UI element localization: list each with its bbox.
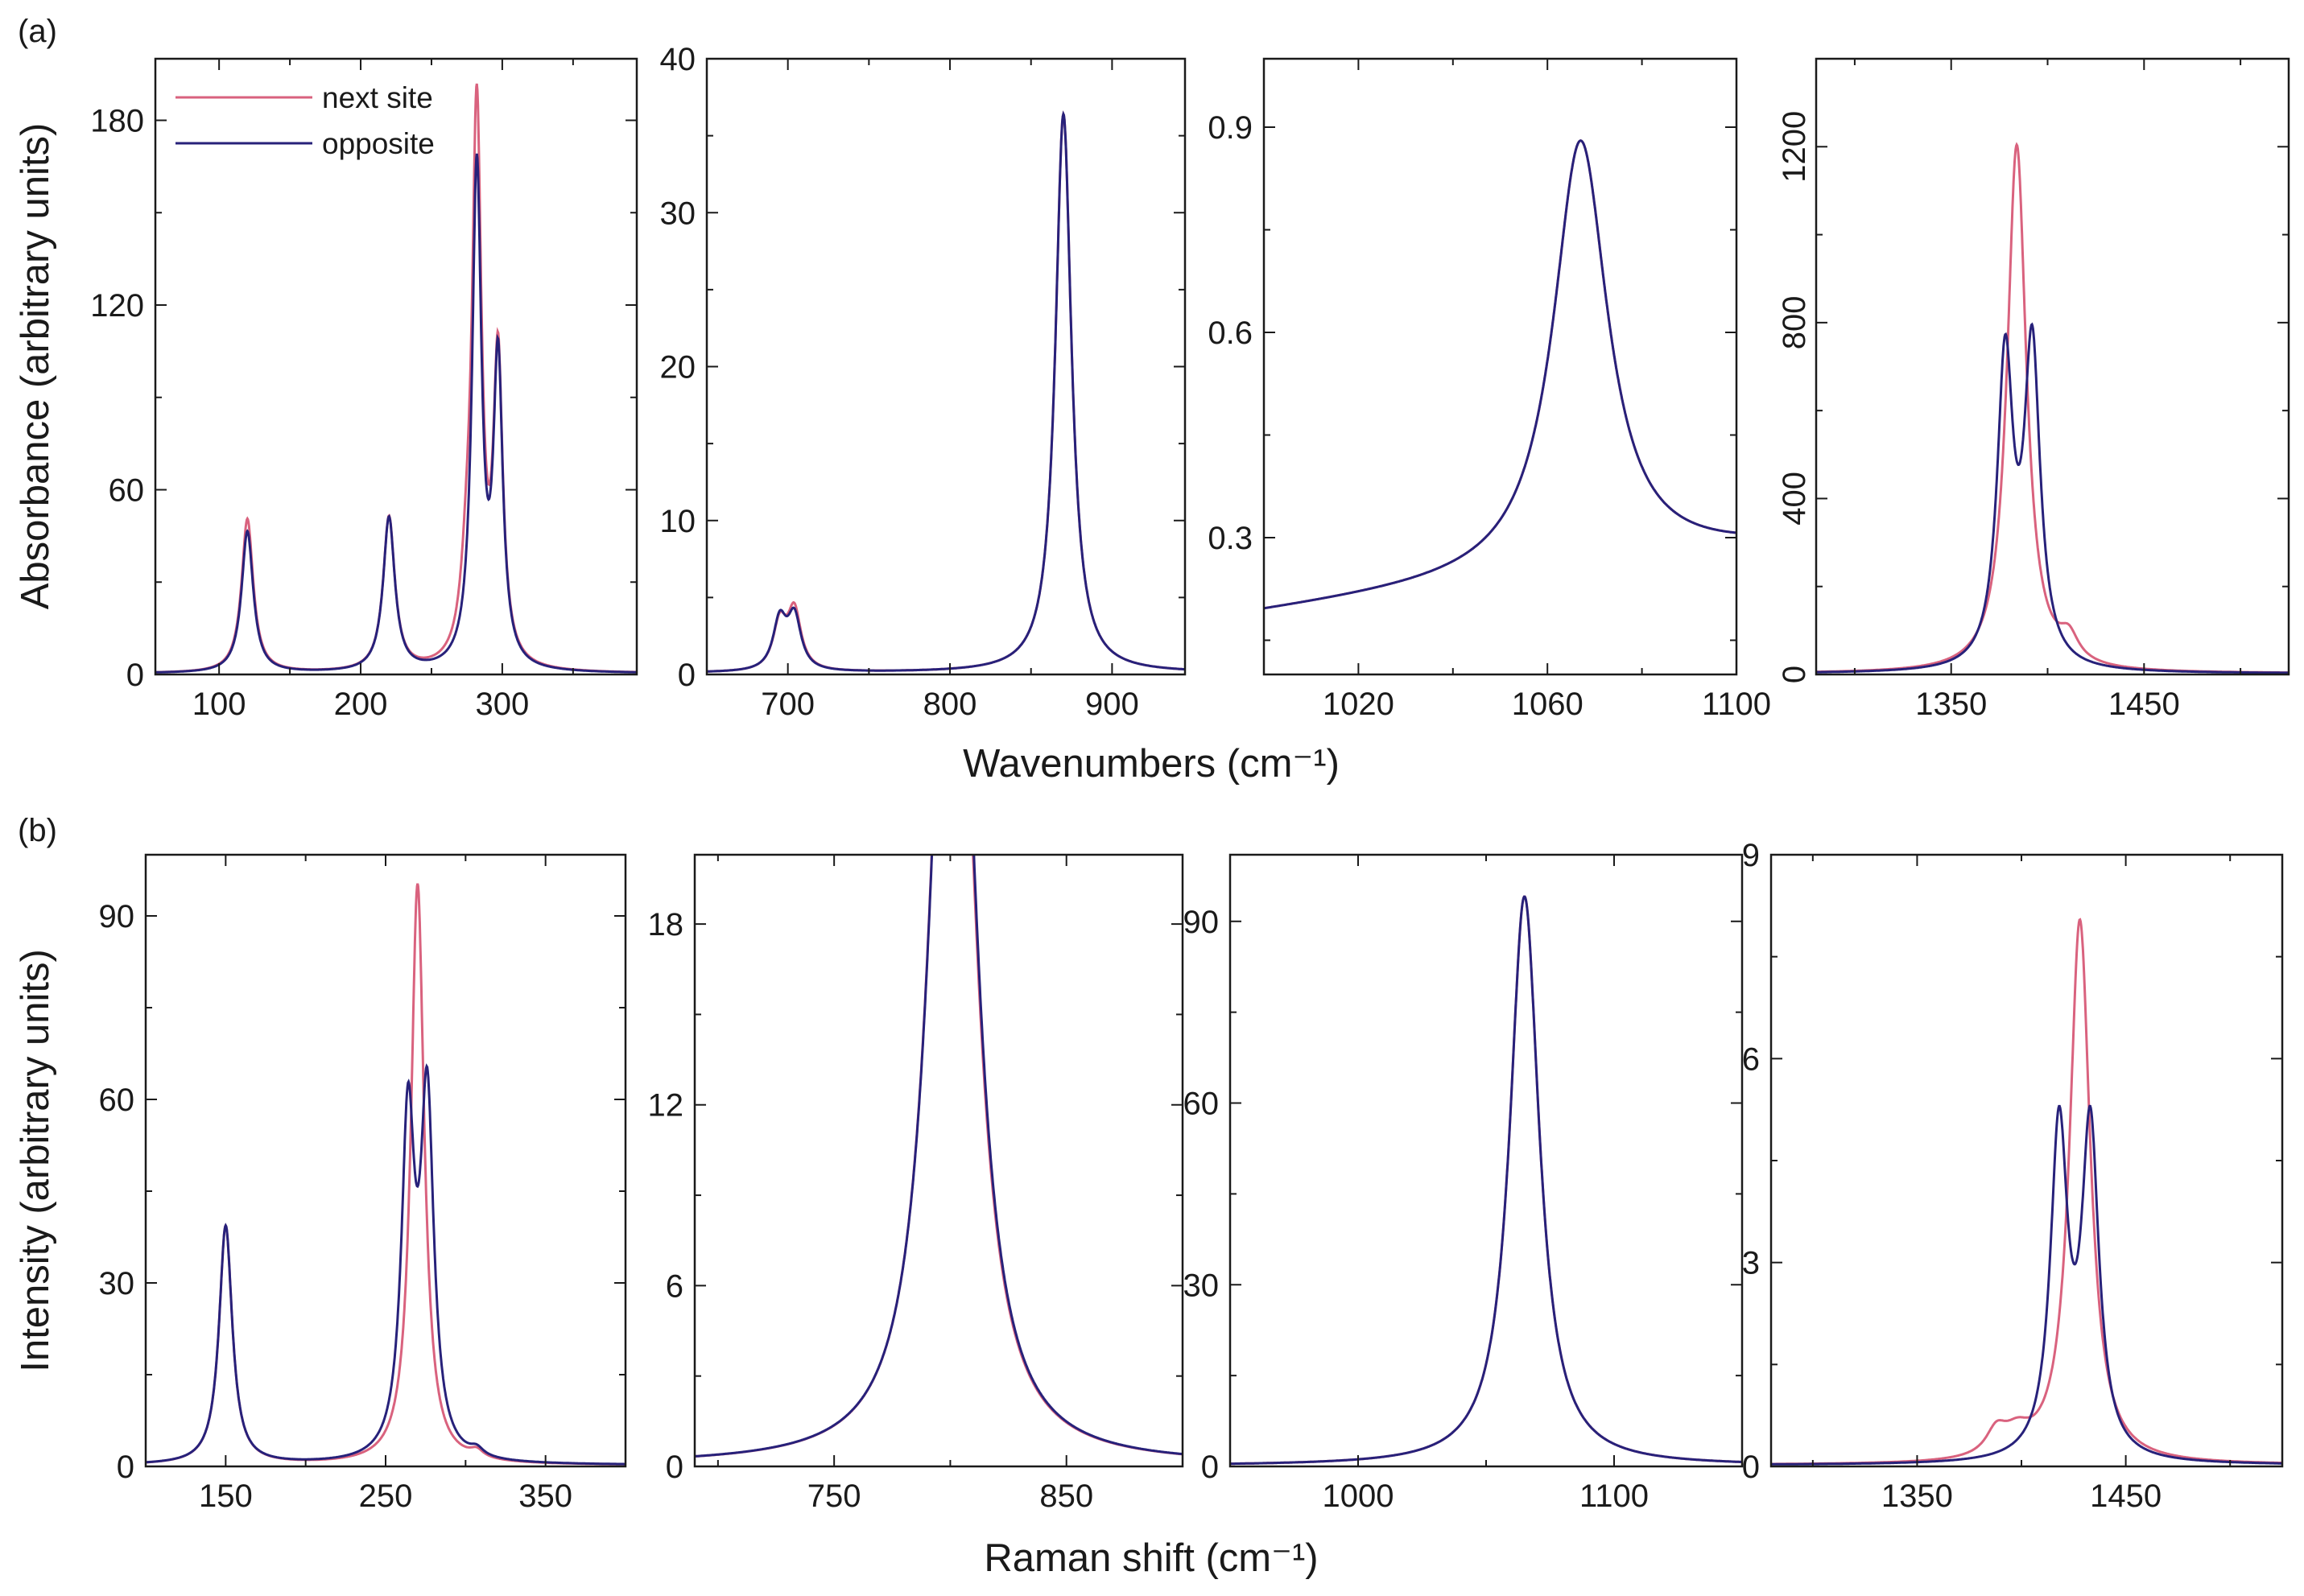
series-line-next-site-a2 <box>707 110 1185 673</box>
series-line-opposite-a2 <box>707 110 1185 673</box>
y-tick-label-b2: 12 <box>648 1088 684 1124</box>
series-line-opposite-b1 <box>146 1063 626 1466</box>
legend: next site opposite <box>175 81 435 160</box>
y-tick-label-b1: 30 <box>99 1266 135 1301</box>
x-tick-label-a2: 800 <box>923 687 977 722</box>
panel-label-b: (b) <box>18 813 57 848</box>
x-tick-label-a2: 700 <box>761 687 815 722</box>
y-tick-label-a2: 20 <box>660 350 696 386</box>
y-tick-label-a3: 0.3 <box>1208 521 1253 556</box>
axes-frame-b2 <box>693 853 1184 1468</box>
x-tick-label-a3: 1100 <box>1702 687 1771 722</box>
x-tick-label-a4: 1350 <box>1915 687 1987 722</box>
x-tick-label-b1: 350 <box>518 1478 572 1514</box>
y-tick-label-b3: 0 <box>1201 1450 1219 1485</box>
y-tick-label-b2: 18 <box>648 907 684 942</box>
series-line-opposite-a4 <box>1816 322 2289 674</box>
x-tick-label-a1: 300 <box>476 687 530 722</box>
panel-label-a: (a) <box>18 14 57 49</box>
y-tick-label-b3: 60 <box>1183 1087 1220 1122</box>
series-line-opposite-a1 <box>155 153 637 674</box>
panel-b3: 1000 1100 0 30 60 90 <box>1183 853 1744 1514</box>
x-tick-label-b3: 1100 <box>1579 1478 1649 1514</box>
row-a-xlabel: Wavenumbers (cm⁻¹) <box>963 742 1340 786</box>
series-line-next-site-b1 <box>146 883 626 1466</box>
x-tick-label-a4: 1450 <box>2108 687 2180 722</box>
x-tick-label-a1: 200 <box>334 687 388 722</box>
axes-frame-b4 <box>1769 853 2284 1468</box>
x-tick-label-b1: 250 <box>359 1478 413 1514</box>
x-tick-label-a3: 1020 <box>1323 687 1394 722</box>
axes-frame-b3 <box>1228 853 1744 1468</box>
x-tick-label-a2: 900 <box>1085 687 1139 722</box>
y-tick-label-b1: 60 <box>99 1083 135 1118</box>
y-tick-label-b3: 30 <box>1183 1268 1220 1303</box>
y-tick-label-a4: 400 <box>1777 472 1812 526</box>
row-b-xlabel: Raman shift (cm⁻¹) <box>984 1536 1318 1580</box>
x-tick-label-b2: 850 <box>1039 1478 1093 1514</box>
y-tick-label-b3: 90 <box>1183 905 1220 940</box>
y-tick-label-b4: 6 <box>1742 1041 1760 1077</box>
x-tick-label-b4: 1350 <box>1881 1478 1953 1514</box>
y-tick-label-a2: 30 <box>660 196 696 231</box>
y-tick-label-a3: 0.6 <box>1208 315 1253 351</box>
y-tick-label-a2: 0 <box>678 658 696 693</box>
y-tick-label-a4: 800 <box>1777 295 1812 349</box>
series-line-next-site-b3 <box>1230 895 1742 1466</box>
y-tick-label-b4: 3 <box>1742 1246 1760 1281</box>
series-line-next-site-a4 <box>1816 142 2289 674</box>
x-tick-label-b3: 1000 <box>1323 1478 1394 1514</box>
axes-frame-a3 <box>1262 57 1738 676</box>
y-tick-label-b4: 0 <box>1742 1450 1760 1485</box>
x-tick-label-b1: 150 <box>199 1478 253 1514</box>
series-line-opposite-b4 <box>1771 1104 2282 1466</box>
axes-frame-a4 <box>1815 57 2290 676</box>
axes-frame-a2 <box>705 57 1187 676</box>
panel-a4: 1350 1450 0 400 800 1200 <box>1777 57 2290 722</box>
y-tick-label-a1: 0 <box>126 658 144 693</box>
x-tick-label-b4: 1450 <box>2090 1478 2162 1514</box>
panel-b1: 150 250 350 0 30 60 90 <box>99 853 627 1514</box>
row-a-ylabel: Absorbance (arbitrary units) <box>14 123 57 610</box>
y-tick-label-b1: 0 <box>117 1450 134 1485</box>
panel-a2: 700 800 900 0 10 20 30 40 <box>660 42 1187 722</box>
panel-a1: 100 200 300 0 60 120 180 <box>90 57 638 722</box>
y-tick-label-b2: 0 <box>666 1450 683 1485</box>
row-b-ylabel: Intensity (arbitrary units) <box>14 949 57 1372</box>
series-line-next-site-b2 <box>695 855 1183 1458</box>
x-tick-label-a1: 100 <box>192 687 246 722</box>
series-line-next-site-b4 <box>1771 918 2282 1466</box>
series-line-opposite-a3 <box>1264 139 1736 610</box>
y-tick-label-a1: 180 <box>90 104 144 139</box>
y-tick-label-a1: 60 <box>109 473 145 509</box>
series-line-opposite-b2 <box>695 855 1183 1458</box>
y-tick-label-b2: 6 <box>666 1268 683 1304</box>
y-tick-label-a3: 0.9 <box>1208 110 1253 146</box>
axes-frame-b1 <box>144 853 627 1468</box>
panel-b4: 1350 1450 0 3 6 9 <box>1742 838 2284 1514</box>
panel-b2: 750 850 0 6 12 18 <box>648 853 1184 1514</box>
panel-a3: 1020 1060 1100 0.3 0.6 0.9 <box>1208 57 1771 722</box>
y-tick-label-a2: 10 <box>660 504 696 539</box>
axes-frame-a1 <box>154 57 638 676</box>
series-line-next-site-a3 <box>1264 139 1736 610</box>
y-tick-label-a2: 40 <box>660 42 696 77</box>
y-tick-label-b1: 90 <box>99 899 135 934</box>
y-tick-label-a4: 1200 <box>1777 111 1812 183</box>
x-tick-label-b2: 750 <box>807 1478 861 1514</box>
y-tick-label-a1: 120 <box>90 288 144 324</box>
y-tick-label-a4: 0 <box>1777 666 1812 683</box>
legend-label-opposite: opposite <box>322 127 435 160</box>
x-tick-label-a3: 1060 <box>1512 687 1583 722</box>
series-line-opposite-b3 <box>1230 895 1742 1466</box>
legend-label-next-site: next site <box>322 81 433 114</box>
y-tick-label-b4: 9 <box>1742 838 1760 873</box>
